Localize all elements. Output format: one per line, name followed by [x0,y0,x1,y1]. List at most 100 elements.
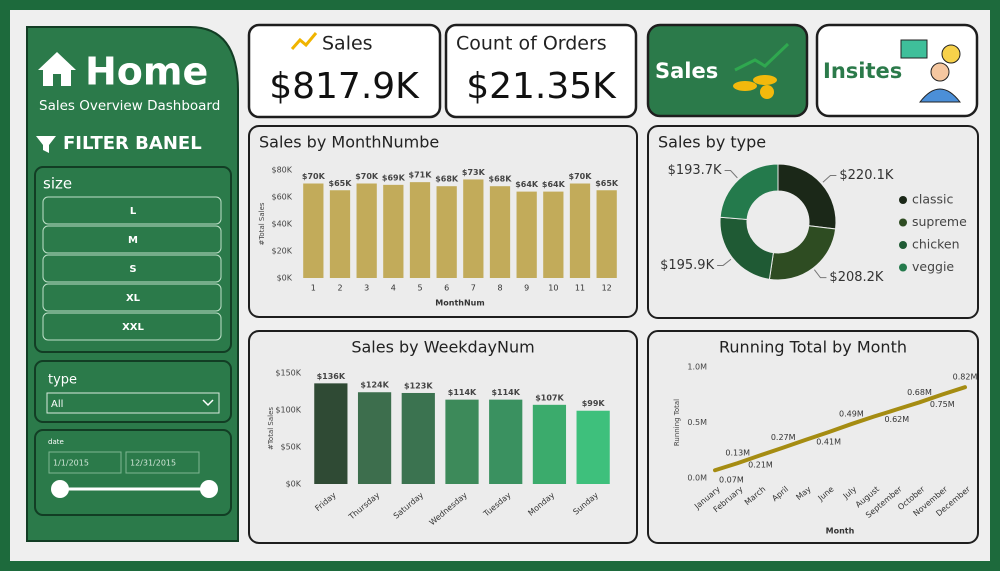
data-label: $220.1K [839,168,893,183]
type-value: All [51,399,63,410]
x-tick-label: 11 [575,284,585,293]
kpi-icon [290,32,318,50]
y-tick-label: $20K [271,247,292,256]
x-tick-label: 6 [444,284,449,293]
slider-handle[interactable] [200,480,218,498]
nav-label: Insites [823,59,902,83]
x-tick-label: 8 [497,284,502,293]
size-button[interactable] [42,196,222,225]
data-label: $73K [462,168,486,177]
data-label: 0.41M [816,438,841,447]
size-button[interactable] [42,254,222,283]
chart-panel: Sales by type $220.1K classic $208.2K suprem… [647,125,979,319]
y-tick-label: 0.5M [687,418,707,427]
sidebar-title: Home [85,50,208,94]
legend-label: veggie [912,259,954,274]
chart-panel: Sales by WeekdayNum $0K $50K $100K $150K #Tot… [248,330,638,544]
nav-label: Sales [655,59,718,83]
home-icon [38,52,76,86]
date-start-input[interactable] [48,451,122,474]
kpi-card [444,23,638,119]
bar [576,410,610,484]
date-end-input[interactable] [125,451,200,474]
x-tick-label: 3 [364,284,369,293]
data-label: $70K [569,172,593,181]
dropdown-arrow [202,399,214,407]
data-label: $107K [535,393,564,402]
chart-panel: Running Total by Month 0.0M 0.5M 1.0M Runnin… [647,330,979,544]
size-option: L [130,206,137,217]
data-label: 0.82M [953,373,978,382]
y-tick-label: $80K [271,166,292,175]
legend-marker [899,218,907,227]
chart-title: Sales by MonthNumbe [259,133,439,152]
data-label: $124K [360,381,389,390]
data-label: $114K [448,388,477,397]
data-label: $193.7K [668,163,722,178]
leader-line [813,269,827,279]
bar [356,183,377,278]
bar [489,186,511,278]
date-start: 1/1/2015 [53,459,89,468]
legend-label: supreme [912,214,967,229]
bar [401,392,435,484]
legend-label: chicken [912,237,960,252]
x-tick-label: 5 [417,284,422,293]
data-label: 0.21M [748,461,773,470]
bar [516,191,537,278]
chart-title: Sales by WeekdayNum [351,338,534,357]
bar [314,383,348,484]
y-axis-title: #Total Sales [267,407,275,450]
size-button[interactable] [42,225,222,254]
kpi-label: Count of Orders [456,33,607,55]
data-label: $136K [317,372,346,381]
y-tick-label: $40K [271,220,292,229]
size-option: XL [126,293,141,304]
legend-marker [899,196,907,204]
filter-title: FILTER BANEL [63,133,202,154]
chart-panel: Sales by MonthNumbe $0K $20K $40K $60K $80K #T… [248,125,638,318]
leader-line [717,258,732,266]
sidebar-subtitle: Sales Overview Dashboard [39,98,220,114]
data-label: $68K [435,175,459,184]
bar [569,183,591,278]
bar [436,186,457,278]
leader-line [724,169,738,179]
pie-slice [719,163,779,220]
chart-title: Sales by type [658,133,766,152]
size-option: XXL [122,322,144,333]
legend-marker [899,241,907,249]
date-label: date [48,438,64,446]
y-tick-label: $0K [277,274,293,283]
data-label: 0.07M [719,476,744,485]
x-axis-title: MonthNum [435,299,484,308]
date-end: 12/31/2015 [130,459,176,468]
bar [596,190,617,278]
y-tick-label: $0K [286,480,302,489]
data-label: $71K [409,171,433,180]
slider-handle[interactable] [51,480,69,498]
data-label: $64K [515,180,539,189]
legend-label: classic [912,192,954,207]
bar [543,191,564,278]
size-button[interactable] [42,283,222,312]
data-label: 0.68M [907,388,932,397]
kpi-value: $21.35K [466,66,617,107]
kpi-label: Sales [322,33,373,55]
kpi-value: $817.9K [269,66,420,107]
y-tick-label: $150K [275,369,301,378]
size-button[interactable] [42,312,222,341]
y-tick-label: $60K [271,193,292,202]
data-label: $70K [355,172,379,181]
x-tick-label: 10 [548,284,558,293]
x-tick-label: 2 [337,284,342,293]
x-axis-title: Month [826,527,855,536]
bar [357,392,392,484]
type-dropdown[interactable] [46,392,220,414]
bar [489,399,523,484]
y-axis-title: Running Total [673,399,681,446]
sales-icon [733,42,790,99]
data-label: 0.27M [771,433,796,442]
x-tick-label: 9 [524,284,529,293]
